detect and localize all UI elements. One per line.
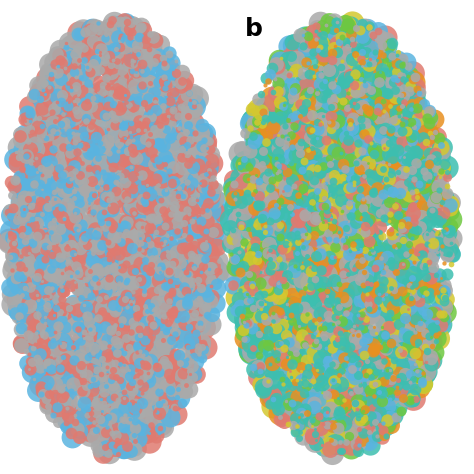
Text: b: b	[245, 17, 263, 41]
